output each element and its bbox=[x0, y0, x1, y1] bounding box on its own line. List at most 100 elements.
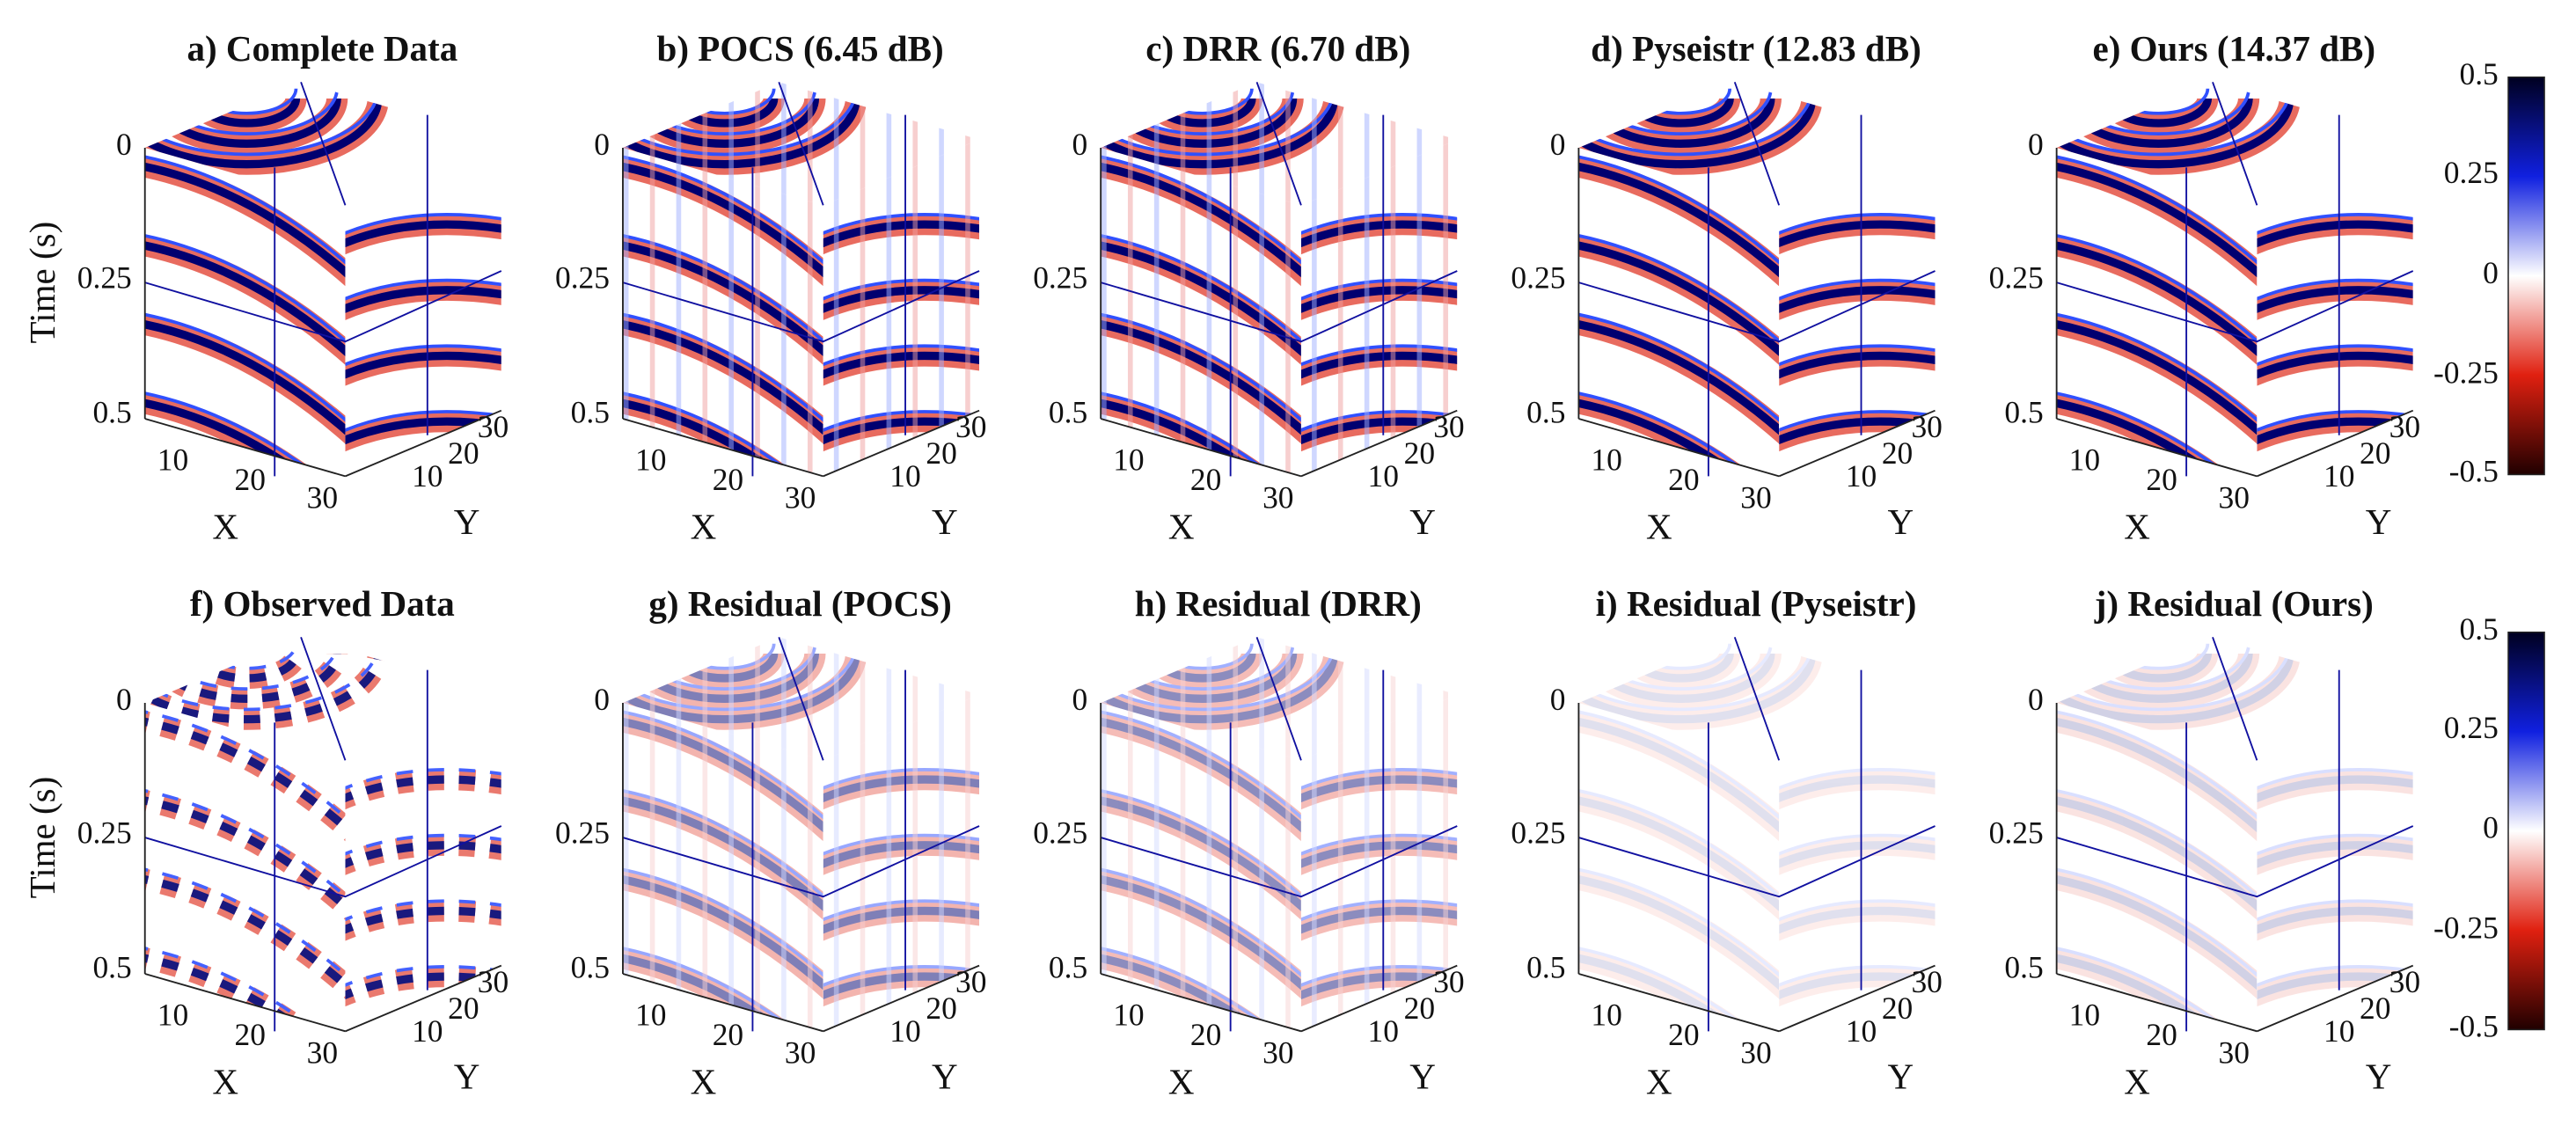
time-axis-label: Time (s) bbox=[22, 222, 62, 344]
wave-core bbox=[144, 238, 346, 362]
panel-title: a) Complete Data bbox=[187, 28, 457, 69]
wave-core bbox=[2056, 160, 2258, 282]
y-tick-label: 10 bbox=[889, 1013, 920, 1049]
x-tick-label: 30 bbox=[2219, 480, 2250, 515]
x-axis-label: X bbox=[212, 506, 238, 546]
wave-core bbox=[1101, 951, 1301, 1032]
wave-core bbox=[2257, 220, 2413, 251]
wave-edge bbox=[345, 410, 501, 435]
wave-edge bbox=[1578, 944, 1780, 1032]
time-tick-label: 0.25 bbox=[1511, 815, 1565, 850]
y-axis-label: Y bbox=[932, 1057, 958, 1097]
seismic-image bbox=[2056, 707, 2258, 1032]
x-tick-label: 20 bbox=[1668, 462, 1699, 497]
wave-band bbox=[2257, 900, 2413, 943]
y-tick-label: 10 bbox=[1368, 458, 1399, 494]
wave-core bbox=[2056, 318, 2258, 441]
wave-band bbox=[2056, 787, 2258, 921]
y-tick-label: 10 bbox=[1368, 1013, 1399, 1049]
x-tick-label: 20 bbox=[234, 462, 265, 497]
axis-line bbox=[1778, 964, 1936, 1033]
wave-edge bbox=[1578, 88, 1814, 157]
wave-core bbox=[622, 793, 823, 917]
wave-edge bbox=[1101, 310, 1301, 428]
time-tick-label: 0.5 bbox=[571, 394, 610, 429]
y-tick-label: 30 bbox=[1433, 964, 1464, 999]
x-tick-label: 30 bbox=[785, 480, 816, 515]
wave-edge bbox=[622, 786, 823, 905]
wave-core bbox=[1578, 238, 1780, 362]
wave-edge bbox=[2056, 865, 2258, 983]
colorbar: 0.5 0.25 0 -0.25 -0.5 bbox=[2433, 611, 2545, 1044]
slice-line bbox=[1578, 825, 1936, 898]
x-tick-label: 20 bbox=[1190, 1017, 1221, 1052]
axis-line bbox=[2257, 964, 2414, 1033]
wave-edge bbox=[823, 213, 980, 238]
y-axis-label: Y bbox=[2366, 1057, 2392, 1097]
wave-edge bbox=[2056, 231, 2258, 350]
wave-edge bbox=[622, 865, 823, 983]
time-tick-label: 0.5 bbox=[1526, 949, 1565, 984]
time-tick-label: 0.5 bbox=[92, 394, 131, 429]
axis-line bbox=[144, 418, 346, 478]
y-tick-label: 20 bbox=[926, 991, 956, 1026]
colorbar-gradient bbox=[2507, 631, 2545, 1031]
wave-edge bbox=[1101, 865, 1301, 983]
x-axis-label: X bbox=[1646, 1061, 1672, 1101]
axis-line bbox=[622, 973, 823, 1033]
wave-edge bbox=[1101, 88, 1336, 157]
wave-edge bbox=[2056, 707, 2258, 826]
wave-edge bbox=[345, 278, 501, 304]
slice-line bbox=[1100, 270, 1458, 343]
wave-core bbox=[1101, 98, 1338, 169]
wave-edge bbox=[823, 899, 980, 925]
wave-edge bbox=[1300, 965, 1458, 991]
axis-line bbox=[2056, 418, 2258, 478]
wave-band bbox=[1101, 866, 1301, 1000]
seismic-image bbox=[1578, 152, 1780, 477]
wave-edge bbox=[345, 344, 501, 369]
panel-title: b) POCS (6.45 dB) bbox=[657, 28, 944, 69]
wave-core bbox=[2056, 98, 2294, 169]
wave-edge bbox=[2056, 152, 2258, 271]
wave-core bbox=[2257, 906, 2413, 937]
y-tick-label: 20 bbox=[2360, 991, 2390, 1026]
panel-title: i) Residual (Pyseistr) bbox=[1596, 583, 1917, 624]
wave-edge bbox=[144, 88, 380, 157]
y-tick-label: 20 bbox=[1404, 435, 1435, 471]
panel-title: h) Residual (DRR) bbox=[1135, 583, 1422, 624]
wave-edge bbox=[1578, 865, 1780, 983]
y-tick-label: 10 bbox=[2324, 458, 2354, 494]
wave-band bbox=[1101, 787, 1301, 921]
panel-title: e) Ours (14.37 dB) bbox=[2092, 28, 2375, 69]
colorbar-tick-label: -0.5 bbox=[2449, 454, 2499, 489]
y-tick-label: 10 bbox=[1846, 1013, 1877, 1049]
wave-edge bbox=[1101, 786, 1301, 905]
x-axis-label: X bbox=[691, 506, 717, 546]
x-tick-label: 10 bbox=[635, 442, 666, 478]
wave-band bbox=[2056, 945, 2258, 1032]
x-tick-label: 20 bbox=[2146, 1017, 2177, 1052]
x-axis-label: X bbox=[1168, 506, 1195, 546]
x-tick-label: 30 bbox=[307, 1035, 338, 1070]
wave-core bbox=[1101, 160, 1301, 282]
wave-edge bbox=[1578, 231, 1780, 350]
y-axis-label: Y bbox=[932, 501, 958, 542]
time-tick-label: 0 bbox=[1072, 682, 1088, 717]
axis-line bbox=[1100, 418, 1302, 478]
time-tick-label: 0.5 bbox=[571, 949, 610, 984]
panel-title: j) Residual (Ours) bbox=[2094, 583, 2374, 624]
y-tick-label: 30 bbox=[955, 964, 986, 999]
wave-core bbox=[2056, 793, 2258, 917]
wave-edge bbox=[345, 213, 501, 238]
wave-edge bbox=[1300, 213, 1458, 238]
time-tick-label: 0.25 bbox=[1989, 815, 2044, 850]
axis-line bbox=[1100, 973, 1302, 1033]
wave-edge bbox=[622, 707, 823, 826]
wave-edge bbox=[2257, 410, 2413, 435]
y-tick-label: 30 bbox=[1911, 409, 1942, 444]
time-tick-label: 0 bbox=[1072, 127, 1088, 162]
wave-core bbox=[2056, 653, 2294, 724]
